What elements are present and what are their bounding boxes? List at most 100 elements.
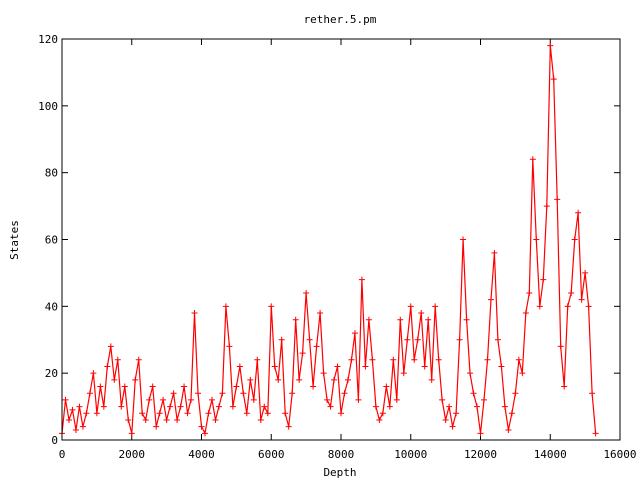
data-point <box>195 390 202 397</box>
plot-frame <box>61 38 621 441</box>
data-point <box>72 426 79 433</box>
x-tick-label: 12000 <box>464 448 497 461</box>
data-point <box>79 423 86 430</box>
data-point <box>229 403 236 410</box>
data-point <box>543 203 550 210</box>
data-point <box>153 423 160 430</box>
data-point <box>208 396 215 403</box>
data-point <box>181 383 188 390</box>
data-point <box>317 310 324 317</box>
data-point <box>111 376 118 383</box>
data-point <box>327 403 334 410</box>
data-point <box>404 336 411 343</box>
data-point <box>575 209 582 216</box>
data-point <box>296 376 303 383</box>
data-point <box>268 303 275 310</box>
data-point <box>219 390 226 397</box>
data-point <box>564 303 571 310</box>
data-point <box>442 416 449 423</box>
data-point <box>467 370 474 377</box>
x-tick-label: 2000 <box>119 448 146 461</box>
data-point <box>93 410 100 417</box>
data-point <box>233 383 240 390</box>
data-point <box>243 410 250 417</box>
data-point <box>107 343 114 350</box>
data-point <box>428 376 435 383</box>
data-point <box>275 376 282 383</box>
data-point <box>571 236 578 243</box>
data-point <box>487 296 494 303</box>
data-point <box>550 76 557 83</box>
data-point <box>480 396 487 403</box>
x-tick-label: 0 <box>59 448 66 461</box>
data-point <box>188 396 195 403</box>
data-point <box>128 430 135 437</box>
data-point <box>170 390 177 397</box>
data-point <box>501 403 508 410</box>
data-point <box>393 396 400 403</box>
data-point <box>299 350 306 357</box>
data-point <box>358 276 365 283</box>
data-point <box>376 416 383 423</box>
data-point <box>522 310 529 317</box>
data-point <box>557 343 564 350</box>
data-point <box>453 410 460 417</box>
axis-ticks: 0 2000 4000 6000 8000 10000 12000 14000 16000 0 20… <box>38 33 636 461</box>
x-tick-label: 4000 <box>188 448 215 461</box>
x-tick-label: 16000 <box>603 448 636 461</box>
data-point <box>271 363 278 370</box>
data-point <box>355 396 362 403</box>
data-point <box>582 269 589 276</box>
data-point <box>104 363 111 370</box>
data-point <box>83 410 90 417</box>
data-point <box>146 396 153 403</box>
data-point <box>289 390 296 397</box>
data-point <box>348 356 355 363</box>
data-point <box>90 370 97 377</box>
data-point <box>167 403 174 410</box>
data-point <box>407 303 414 310</box>
data-point <box>135 356 142 363</box>
data-point <box>533 236 540 243</box>
y-tick-label: 40 <box>45 300 58 313</box>
data-point <box>494 336 501 343</box>
data-point <box>121 383 128 390</box>
data-point <box>76 403 83 410</box>
data-point <box>341 390 348 397</box>
y-tick-label: 0 <box>51 434 58 447</box>
data-point <box>515 356 522 363</box>
x-tick-label: 14000 <box>534 448 567 461</box>
data-point <box>477 430 484 437</box>
data-point <box>425 316 432 323</box>
x-tick-label: 8000 <box>328 448 355 461</box>
data-point <box>369 356 376 363</box>
data-point <box>222 303 229 310</box>
data-point <box>463 316 470 323</box>
data-point <box>118 403 125 410</box>
data-point <box>285 423 292 430</box>
data-point <box>97 383 104 390</box>
data-point <box>474 403 481 410</box>
data-point <box>247 376 254 383</box>
data-point <box>177 403 184 410</box>
data-point <box>160 396 167 403</box>
data-point <box>324 396 331 403</box>
data-point <box>310 383 317 390</box>
data-point <box>561 383 568 390</box>
data-point <box>261 403 268 410</box>
data-point <box>547 42 554 49</box>
data-point <box>508 410 515 417</box>
data-point <box>139 410 146 417</box>
data-point <box>212 416 219 423</box>
data-point <box>278 336 285 343</box>
data-point <box>100 403 107 410</box>
data-point <box>439 396 446 403</box>
data-point <box>257 416 264 423</box>
data-point <box>264 410 271 417</box>
data-point <box>184 410 191 417</box>
data-point <box>282 410 289 417</box>
data-point <box>86 390 93 397</box>
data-point <box>292 316 299 323</box>
data-point <box>114 356 121 363</box>
